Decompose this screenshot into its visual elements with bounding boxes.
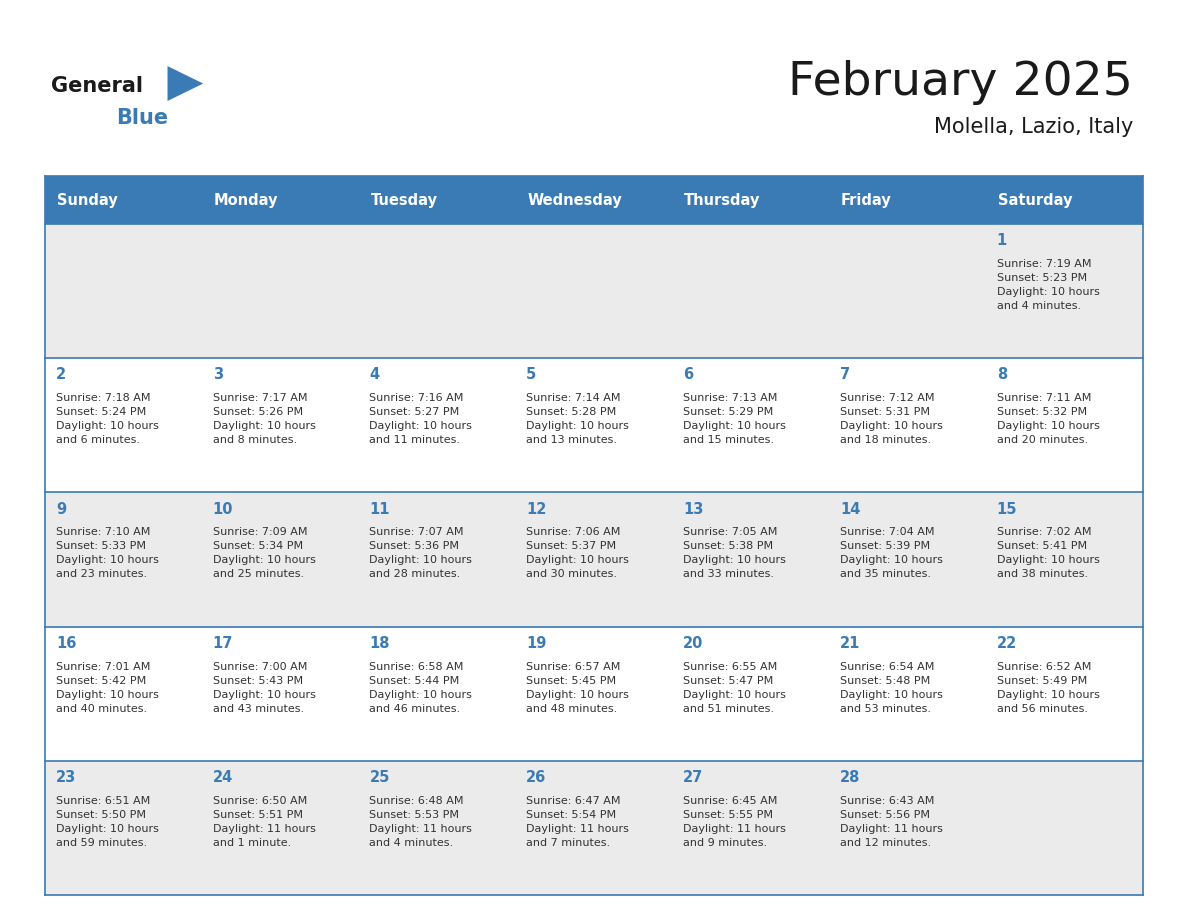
Text: 4: 4 (369, 367, 380, 383)
Text: 14: 14 (840, 501, 860, 517)
Text: 16: 16 (56, 636, 76, 651)
Text: 15: 15 (997, 501, 1017, 517)
Text: Sunrise: 7:00 AM
Sunset: 5:43 PM
Daylight: 10 hours
and 43 minutes.: Sunrise: 7:00 AM Sunset: 5:43 PM Dayligh… (213, 662, 316, 713)
Bar (45, 358, 1143, 492)
Bar (45, 492, 1143, 627)
Text: 1: 1 (997, 233, 1007, 248)
Text: Friday: Friday (841, 193, 892, 207)
Bar (45, 627, 1143, 761)
Text: Sunrise: 6:50 AM
Sunset: 5:51 PM
Daylight: 11 hours
and 1 minute.: Sunrise: 6:50 AM Sunset: 5:51 PM Dayligh… (213, 796, 316, 847)
Text: Sunrise: 7:14 AM
Sunset: 5:28 PM
Daylight: 10 hours
and 13 minutes.: Sunrise: 7:14 AM Sunset: 5:28 PM Dayligh… (526, 393, 630, 445)
Text: 21: 21 (840, 636, 860, 651)
Text: Sunrise: 6:47 AM
Sunset: 5:54 PM
Daylight: 11 hours
and 7 minutes.: Sunrise: 6:47 AM Sunset: 5:54 PM Dayligh… (526, 796, 630, 847)
Text: 26: 26 (526, 770, 546, 785)
Text: 9: 9 (56, 501, 67, 517)
Text: General: General (51, 76, 143, 96)
Text: Molella, Lazio, Italy: Molella, Lazio, Italy (934, 117, 1133, 137)
Text: Blue: Blue (116, 107, 169, 128)
Text: Sunrise: 7:06 AM
Sunset: 5:37 PM
Daylight: 10 hours
and 30 minutes.: Sunrise: 7:06 AM Sunset: 5:37 PM Dayligh… (526, 527, 630, 579)
Text: 5: 5 (526, 367, 537, 383)
Text: Sunrise: 7:04 AM
Sunset: 5:39 PM
Daylight: 10 hours
and 35 minutes.: Sunrise: 7:04 AM Sunset: 5:39 PM Dayligh… (840, 527, 943, 579)
Text: Sunrise: 7:01 AM
Sunset: 5:42 PM
Daylight: 10 hours
and 40 minutes.: Sunrise: 7:01 AM Sunset: 5:42 PM Dayligh… (56, 662, 159, 713)
Text: 7: 7 (840, 367, 851, 383)
Text: 18: 18 (369, 636, 390, 651)
Text: Sunrise: 6:55 AM
Sunset: 5:47 PM
Daylight: 10 hours
and 51 minutes.: Sunrise: 6:55 AM Sunset: 5:47 PM Dayligh… (683, 662, 786, 713)
Text: Sunrise: 6:58 AM
Sunset: 5:44 PM
Daylight: 10 hours
and 46 minutes.: Sunrise: 6:58 AM Sunset: 5:44 PM Dayligh… (369, 662, 473, 713)
Text: Sunrise: 6:54 AM
Sunset: 5:48 PM
Daylight: 10 hours
and 53 minutes.: Sunrise: 6:54 AM Sunset: 5:48 PM Dayligh… (840, 662, 943, 713)
Text: 8: 8 (997, 367, 1007, 383)
Text: Sunrise: 7:13 AM
Sunset: 5:29 PM
Daylight: 10 hours
and 15 minutes.: Sunrise: 7:13 AM Sunset: 5:29 PM Dayligh… (683, 393, 786, 445)
Bar (672, 176, 829, 224)
Text: Sunrise: 6:52 AM
Sunset: 5:49 PM
Daylight: 10 hours
and 56 minutes.: Sunrise: 6:52 AM Sunset: 5:49 PM Dayligh… (997, 662, 1100, 713)
Text: Wednesday: Wednesday (527, 193, 623, 207)
Text: 23: 23 (56, 770, 76, 785)
Bar (45, 761, 1143, 895)
Text: 3: 3 (213, 367, 223, 383)
Text: 17: 17 (213, 636, 233, 651)
Text: 2: 2 (56, 367, 67, 383)
Text: Sunrise: 7:18 AM
Sunset: 5:24 PM
Daylight: 10 hours
and 6 minutes.: Sunrise: 7:18 AM Sunset: 5:24 PM Dayligh… (56, 393, 159, 445)
Bar (986, 176, 1143, 224)
Text: Sunrise: 7:12 AM
Sunset: 5:31 PM
Daylight: 10 hours
and 18 minutes.: Sunrise: 7:12 AM Sunset: 5:31 PM Dayligh… (840, 393, 943, 445)
Text: Monday: Monday (214, 193, 278, 207)
Text: Tuesday: Tuesday (371, 193, 437, 207)
Text: Sunrise: 7:09 AM
Sunset: 5:34 PM
Daylight: 10 hours
and 25 minutes.: Sunrise: 7:09 AM Sunset: 5:34 PM Dayligh… (213, 527, 316, 579)
Text: 22: 22 (997, 636, 1017, 651)
Text: 24: 24 (213, 770, 233, 785)
Bar (202, 176, 359, 224)
Text: Sunrise: 7:17 AM
Sunset: 5:26 PM
Daylight: 10 hours
and 8 minutes.: Sunrise: 7:17 AM Sunset: 5:26 PM Dayligh… (213, 393, 316, 445)
Text: Sunrise: 7:11 AM
Sunset: 5:32 PM
Daylight: 10 hours
and 20 minutes.: Sunrise: 7:11 AM Sunset: 5:32 PM Dayligh… (997, 393, 1100, 445)
Text: 12: 12 (526, 501, 546, 517)
Text: February 2025: February 2025 (789, 60, 1133, 106)
Text: Sunrise: 6:57 AM
Sunset: 5:45 PM
Daylight: 10 hours
and 48 minutes.: Sunrise: 6:57 AM Sunset: 5:45 PM Dayligh… (526, 662, 630, 713)
Text: 6: 6 (683, 367, 694, 383)
Text: Sunrise: 6:51 AM
Sunset: 5:50 PM
Daylight: 10 hours
and 59 minutes.: Sunrise: 6:51 AM Sunset: 5:50 PM Dayligh… (56, 796, 159, 847)
Text: Sunrise: 7:07 AM
Sunset: 5:36 PM
Daylight: 10 hours
and 28 minutes.: Sunrise: 7:07 AM Sunset: 5:36 PM Dayligh… (369, 527, 473, 579)
Bar (516, 176, 672, 224)
Text: 13: 13 (683, 501, 703, 517)
Text: 20: 20 (683, 636, 703, 651)
Text: Sunrise: 6:48 AM
Sunset: 5:53 PM
Daylight: 11 hours
and 4 minutes.: Sunrise: 6:48 AM Sunset: 5:53 PM Dayligh… (369, 796, 473, 847)
Text: Sunrise: 6:45 AM
Sunset: 5:55 PM
Daylight: 11 hours
and 9 minutes.: Sunrise: 6:45 AM Sunset: 5:55 PM Dayligh… (683, 796, 786, 847)
Text: 10: 10 (213, 501, 233, 517)
Bar (45, 176, 202, 224)
Text: Sunday: Sunday (57, 193, 118, 207)
Polygon shape (168, 66, 203, 101)
Text: 19: 19 (526, 636, 546, 651)
Text: Sunrise: 7:05 AM
Sunset: 5:38 PM
Daylight: 10 hours
and 33 minutes.: Sunrise: 7:05 AM Sunset: 5:38 PM Dayligh… (683, 527, 786, 579)
Text: Sunrise: 7:19 AM
Sunset: 5:23 PM
Daylight: 10 hours
and 4 minutes.: Sunrise: 7:19 AM Sunset: 5:23 PM Dayligh… (997, 259, 1100, 311)
Text: 27: 27 (683, 770, 703, 785)
Text: Sunrise: 6:43 AM
Sunset: 5:56 PM
Daylight: 11 hours
and 12 minutes.: Sunrise: 6:43 AM Sunset: 5:56 PM Dayligh… (840, 796, 943, 847)
Text: 11: 11 (369, 501, 390, 517)
Text: 25: 25 (369, 770, 390, 785)
Text: Thursday: Thursday (684, 193, 760, 207)
Bar (829, 176, 986, 224)
Bar (45, 224, 1143, 358)
Text: Sunrise: 7:16 AM
Sunset: 5:27 PM
Daylight: 10 hours
and 11 minutes.: Sunrise: 7:16 AM Sunset: 5:27 PM Dayligh… (369, 393, 473, 445)
Text: Saturday: Saturday (998, 193, 1073, 207)
Text: Sunrise: 7:02 AM
Sunset: 5:41 PM
Daylight: 10 hours
and 38 minutes.: Sunrise: 7:02 AM Sunset: 5:41 PM Dayligh… (997, 527, 1100, 579)
Bar (359, 176, 516, 224)
Text: Sunrise: 7:10 AM
Sunset: 5:33 PM
Daylight: 10 hours
and 23 minutes.: Sunrise: 7:10 AM Sunset: 5:33 PM Dayligh… (56, 527, 159, 579)
Text: 28: 28 (840, 770, 860, 785)
